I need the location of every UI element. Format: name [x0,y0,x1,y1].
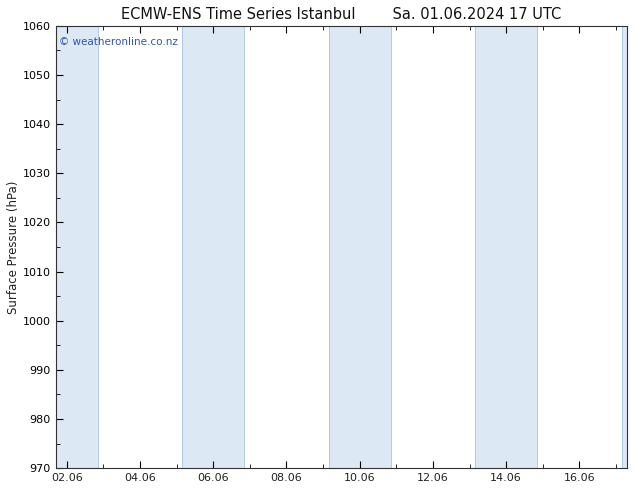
Text: © weatheronline.co.nz: © weatheronline.co.nz [58,37,178,47]
Bar [36,26,98,468]
Bar [621,26,634,468]
Bar [475,26,538,468]
Title: ECMW-ENS Time Series Istanbul        Sa. 01.06.2024 17 UTC: ECMW-ENS Time Series Istanbul Sa. 01.06.… [121,7,562,22]
Bar [182,26,244,468]
Bar [328,26,391,468]
Y-axis label: Surface Pressure (hPa): Surface Pressure (hPa) [7,180,20,314]
